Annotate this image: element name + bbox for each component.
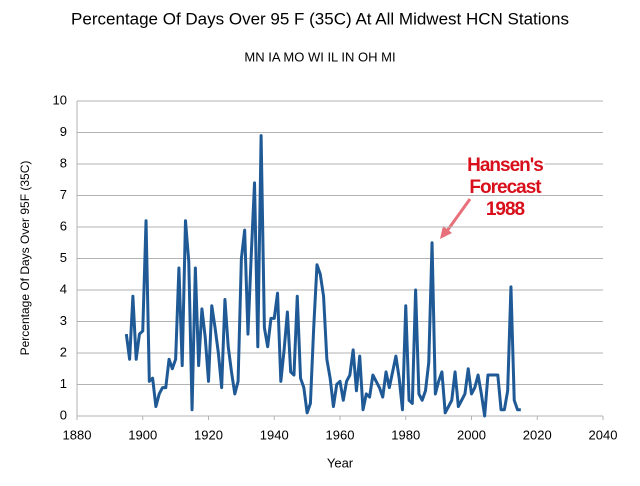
x-tick-label: 2020	[523, 427, 552, 442]
x-tick-label: 1880	[63, 427, 92, 442]
x-axis-label: Year	[327, 455, 354, 470]
annotation: 1988	[486, 199, 525, 220]
x-tick-label: 1920	[194, 427, 223, 442]
x-tick-label: 2040	[589, 427, 618, 442]
annotation: Forecast	[469, 177, 542, 198]
y-tick-label: 2	[60, 344, 67, 359]
y-tick-label: 5	[60, 250, 67, 265]
y-tick-label: 7	[60, 187, 67, 202]
x-tick-label: 1980	[391, 427, 420, 442]
y-tick-label: 6	[60, 218, 67, 233]
x-tick-label: 2000	[457, 427, 486, 442]
annotation-arrowhead	[440, 226, 452, 239]
annotation-arrow	[445, 198, 472, 232]
y-tick-label: 10	[53, 92, 67, 107]
chart-title: Percentage Of Days Over 95 F (35C) At Al…	[71, 9, 569, 28]
chart-subtitle: MN IA MO WI IL IN OH MI	[244, 49, 395, 64]
y-axis-label: Percentage Of Days Over 95F (35C)	[18, 161, 32, 356]
x-tick-label: 1900	[128, 427, 157, 442]
data-line	[124, 134, 521, 418]
y-tick-label: 3	[60, 313, 67, 328]
y-tick-label: 4	[60, 281, 67, 296]
x-tick-label: 1940	[260, 427, 289, 442]
y-tick-label: 0	[60, 407, 67, 422]
x-tick-label: 1960	[326, 427, 355, 442]
y-tick-label: 9	[60, 124, 67, 139]
y-tick-label: 1	[60, 376, 67, 391]
y-tick-label: 8	[60, 155, 67, 170]
annotation: Hansen's	[467, 155, 543, 176]
